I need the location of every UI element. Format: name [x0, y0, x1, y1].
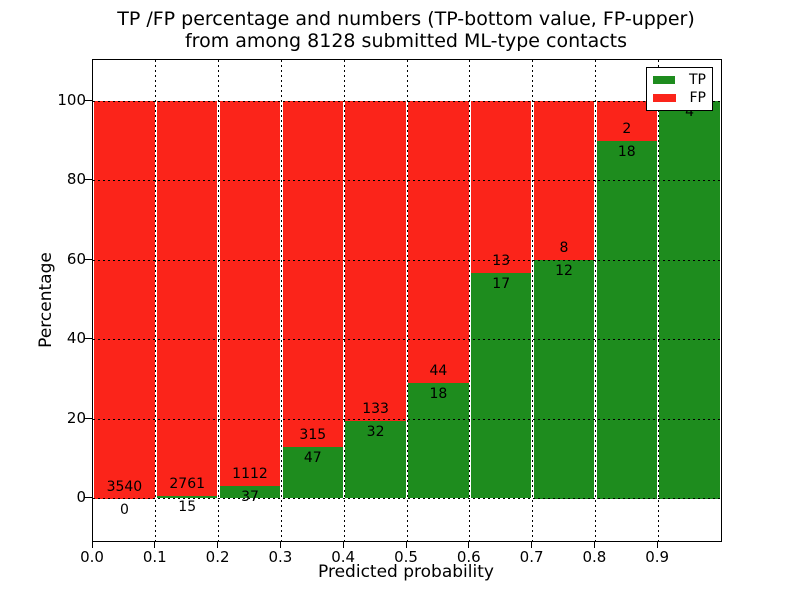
y-tick-mark	[84, 179, 92, 180]
gridline-horizontal	[93, 180, 721, 181]
fp-bar-segment	[471, 101, 532, 274]
fp-bar-segment	[282, 101, 343, 447]
x-tick-mark	[342, 541, 344, 548]
gridline-vertical	[218, 60, 220, 541]
legend-label-fp: FP	[689, 90, 707, 106]
legend-entry-tp: TP	[653, 72, 706, 88]
gridline-horizontal	[93, 498, 721, 499]
chart-title-line2: from among 8128 submitted ML-type contac…	[184, 30, 628, 52]
tp-bar-segment	[282, 446, 343, 499]
x-tick-label: 0.4	[331, 548, 356, 566]
plot-area: 3540 0 2761 15 1112 37 315 47 133 32 44 18 13 17 8 12 2 1…	[92, 59, 722, 542]
fp-bar-segment	[157, 101, 218, 497]
y-tick-mark	[84, 99, 92, 101]
fp-swatch-icon	[653, 94, 676, 102]
tp-count-label: 15	[178, 499, 197, 516]
tp-count-label: 0	[119, 501, 129, 518]
tp-swatch-icon	[653, 76, 675, 84]
y-tick-mark	[84, 497, 92, 498]
y-tick-label: 20	[66, 408, 86, 427]
x-tick-label: 0.3	[268, 548, 293, 566]
gridline-vertical	[532, 60, 534, 541]
gridline-vertical	[280, 60, 282, 541]
x-tick-label: 0.9	[645, 548, 670, 566]
tp-count-label: 37	[241, 488, 259, 505]
tp-count-label: 47	[303, 449, 322, 466]
y-tick-mark	[84, 417, 92, 419]
fp-count-label: 1112	[232, 465, 268, 482]
gridline-vertical	[594, 60, 596, 541]
y-tick-label: 40	[66, 329, 86, 347]
tp-bar-segment	[157, 496, 218, 499]
fp-count-label: 8	[559, 240, 569, 256]
fp-bar-segment	[408, 101, 469, 384]
fp-count-label: 44	[429, 363, 448, 380]
tp-bar-segment	[596, 140, 657, 499]
fp-bar-segment	[94, 101, 155, 499]
tp-count-label: 18	[617, 143, 636, 160]
x-tick-mark	[656, 541, 658, 548]
x-tick-label: 0.0	[80, 548, 104, 566]
fp-count-label: 2	[622, 120, 632, 137]
gridline-horizontal	[93, 259, 721, 261]
tp-count-label: 18	[429, 386, 448, 403]
x-tick-mark	[593, 541, 595, 548]
tp-bar-segment	[345, 421, 406, 499]
legend-label-tp: TP	[689, 72, 706, 88]
fp-bar-segment	[219, 101, 281, 486]
x-tick-label: 0.1	[142, 548, 167, 566]
tp-count-label: 4	[685, 104, 695, 120]
x-tick-mark	[468, 541, 470, 548]
tp-bar-segment	[408, 383, 469, 499]
gridline-horizontal	[93, 418, 721, 420]
tp-count-label: 17	[492, 276, 511, 293]
y-tick-mark	[84, 258, 92, 260]
fp-count-label: 13	[492, 253, 511, 270]
y-tick-mark	[84, 338, 92, 339]
x-tick-mark	[405, 541, 407, 548]
fp-count-label: 3540	[106, 478, 143, 495]
x-tick-mark	[531, 541, 533, 548]
legend-entry-fp: FP	[653, 90, 706, 106]
x-tick-label: 0.8	[582, 548, 607, 566]
legend: TP FP	[646, 67, 713, 111]
gridline-vertical	[406, 60, 408, 541]
x-tick-mark	[91, 541, 93, 548]
tp-bar-segment	[471, 273, 532, 499]
x-tick-mark	[279, 541, 281, 548]
x-tick-mark	[217, 541, 219, 548]
x-tick-label: 0.5	[394, 548, 418, 566]
tp-bar-segment	[533, 260, 595, 499]
gridline-vertical	[155, 60, 157, 541]
x-tick-label: 0.2	[205, 548, 230, 566]
chart-title: TP /FP percentage and numbers (TP-bottom…	[92, 8, 720, 52]
x-tick-label: 0.7	[519, 548, 544, 566]
x-tick-mark	[154, 541, 156, 548]
y-tick-label: 0	[76, 488, 86, 506]
gridline-vertical	[657, 60, 659, 541]
tp-bar-segment	[659, 101, 720, 499]
tp-count-label: 32	[366, 424, 385, 441]
x-axis-label: Predicted probability	[318, 562, 494, 582]
fp-count-label: 315	[299, 426, 327, 443]
gridline-vertical	[469, 60, 471, 541]
tp-count-label: 12	[555, 263, 573, 279]
gridline-horizontal	[93, 339, 721, 340]
fp-count-label: 2761	[169, 476, 206, 493]
y-tick-label: 100	[57, 90, 86, 109]
tp-bar-segment	[219, 485, 281, 499]
y-tick-label: 80	[66, 170, 86, 188]
x-tick-label: 0.6	[456, 548, 481, 566]
gridline-vertical	[343, 60, 345, 541]
y-tick-label: 60	[66, 249, 86, 268]
fp-bar-segment	[345, 101, 406, 422]
gridline-horizontal	[93, 100, 721, 102]
fp-count-label: 133	[362, 401, 389, 418]
chart-title-line1: TP /FP percentage and numbers (TP-bottom…	[117, 8, 695, 30]
